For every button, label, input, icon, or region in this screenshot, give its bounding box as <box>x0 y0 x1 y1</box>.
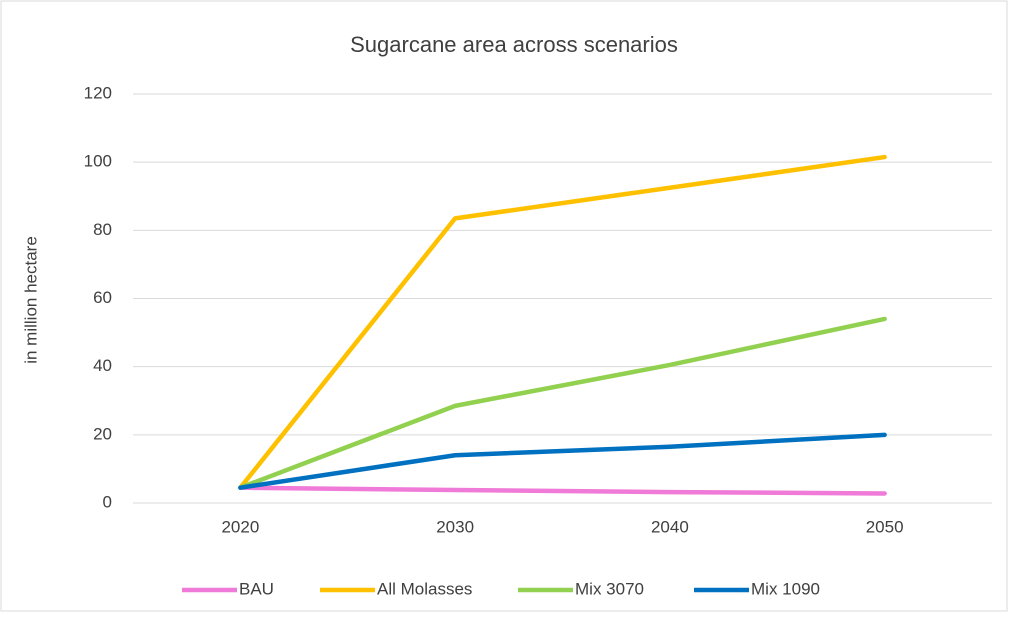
series-line <box>238 485 887 496</box>
y-tick-label: 0 <box>103 492 112 511</box>
y-tick-label: 60 <box>93 288 112 307</box>
y-tick-label: 40 <box>93 356 112 375</box>
legend-label: All Molasses <box>377 579 472 598</box>
y-tick-label: 100 <box>84 152 112 171</box>
series-line <box>238 316 887 490</box>
series-line <box>238 432 887 490</box>
legend-label: Mix 1090 <box>751 579 820 598</box>
x-tick-label: 2020 <box>221 517 259 536</box>
y-tick-label: 80 <box>93 220 112 239</box>
x-tick-label: 2030 <box>436 517 474 536</box>
y-tick-label: 120 <box>84 83 112 102</box>
y-tick-label: 20 <box>93 424 112 443</box>
series-line <box>238 154 887 490</box>
legend-label: Mix 3070 <box>575 579 644 598</box>
chart-title: Sugarcane area across scenarios <box>350 32 678 57</box>
x-tick-label: 2040 <box>651 517 689 536</box>
x-tick-label: 2050 <box>866 517 904 536</box>
y-axis-label: in million hectare <box>21 236 40 364</box>
legend-label: BAU <box>239 579 274 598</box>
